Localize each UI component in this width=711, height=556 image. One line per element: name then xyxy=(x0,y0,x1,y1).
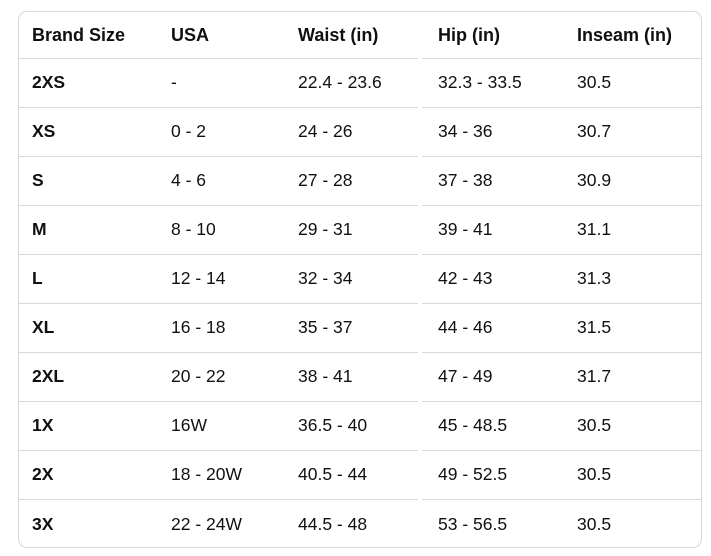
row-group-right: 47 - 49 31.7 xyxy=(422,353,701,402)
row-group-right: 53 - 56.5 30.5 xyxy=(422,500,701,547)
row-group-right: 34 - 36 30.7 xyxy=(422,108,701,157)
row-group-left: S 4 - 6 27 - 28 xyxy=(19,157,418,206)
brand-size-cell: M xyxy=(32,219,47,240)
brand-size-cell: L xyxy=(32,268,43,289)
hip-cell: 34 - 36 xyxy=(438,121,493,142)
waist-cell: 32 - 34 xyxy=(298,268,353,289)
waist-cell: 24 - 26 xyxy=(298,121,353,142)
row-group-left: L 12 - 14 32 - 34 xyxy=(19,255,418,304)
brand-size-cell: XL xyxy=(32,317,55,338)
inseam-cell: 30.5 xyxy=(577,72,612,93)
brand-size-cell: S xyxy=(32,170,44,191)
table-row-l: L 12 - 14 32 - 34 42 - 43 31.3 xyxy=(19,255,701,304)
table-row-xs: XS 0 - 2 24 - 26 34 - 36 30.7 xyxy=(19,108,701,157)
row-group-left: 3X 22 - 24W 44.5 - 48 xyxy=(19,500,418,547)
waist-cell: 38 - 41 xyxy=(298,366,353,387)
hip-cell: 39 - 41 xyxy=(438,219,493,240)
row-group-right: 44 - 46 31.5 xyxy=(422,304,701,353)
row-group-right: 37 - 38 30.9 xyxy=(422,157,701,206)
inseam-cell: 30.9 xyxy=(577,170,612,191)
inseam-cell: 30.5 xyxy=(577,513,612,534)
waist-cell: 22.4 - 23.6 xyxy=(298,72,382,93)
table-row-s: S 4 - 6 27 - 28 37 - 38 30.9 xyxy=(19,157,701,206)
usa-cell: 8 - 10 xyxy=(171,219,216,240)
table-header-row: Brand Size USA Waist (in) Hip (in) Insea… xyxy=(19,12,701,59)
row-group-left: 1X 16W 36.5 - 40 xyxy=(19,402,418,451)
row-group-right: 32.3 - 33.5 30.5 xyxy=(422,59,701,108)
table-row-2x: 2X 18 - 20W 40.5 - 44 49 - 52.5 30.5 xyxy=(19,451,701,500)
row-group-right: 49 - 52.5 30.5 xyxy=(422,451,701,500)
usa-cell: 20 - 22 xyxy=(171,366,226,387)
row-group-right: 42 - 43 31.3 xyxy=(422,255,701,304)
inseam-cell: 31.1 xyxy=(577,219,612,240)
header-group-right: Hip (in) Inseam (in) xyxy=(422,12,701,59)
hip-cell: 47 - 49 xyxy=(438,366,493,387)
row-group-right: 39 - 41 31.1 xyxy=(422,206,701,255)
brand-size-cell: 2XS xyxy=(32,72,66,93)
inseam-cell: 30.5 xyxy=(577,415,612,436)
row-group-left: 2XL 20 - 22 38 - 41 xyxy=(19,353,418,402)
table-row-3x: 3X 22 - 24W 44.5 - 48 53 - 56.5 30.5 xyxy=(19,500,701,547)
hip-cell: 53 - 56.5 xyxy=(438,513,508,534)
usa-cell: 16W xyxy=(171,415,207,436)
inseam-cell: 31.3 xyxy=(577,268,612,289)
row-group-left: XS 0 - 2 24 - 26 xyxy=(19,108,418,157)
table-row-2xl: 2XL 20 - 22 38 - 41 47 - 49 31.7 xyxy=(19,353,701,402)
inseam-cell: 31.5 xyxy=(577,317,612,338)
inseam-cell: 31.7 xyxy=(577,366,612,387)
brand-size-cell: 3X xyxy=(32,513,54,534)
inseam-cell: 30.7 xyxy=(577,121,612,142)
table-row-1x: 1X 16W 36.5 - 40 45 - 48.5 30.5 xyxy=(19,402,701,451)
table-row-2xs: 2XS - 22.4 - 23.6 32.3 - 33.5 30.5 xyxy=(19,59,701,108)
usa-cell: 22 - 24W xyxy=(171,513,242,534)
brand-size-cell: 1X xyxy=(32,415,54,436)
usa-cell: - xyxy=(171,72,177,93)
usa-cell: 16 - 18 xyxy=(171,317,226,338)
hip-cell: 37 - 38 xyxy=(438,170,493,191)
usa-cell: 12 - 14 xyxy=(171,268,226,289)
row-group-left: XL 16 - 18 35 - 37 xyxy=(19,304,418,353)
column-header-waist: Waist (in) xyxy=(298,25,379,45)
usa-cell: 4 - 6 xyxy=(171,170,207,191)
hip-cell: 49 - 52.5 xyxy=(438,464,508,485)
waist-cell: 40.5 - 44 xyxy=(298,464,368,485)
row-group-left: M 8 - 10 29 - 31 xyxy=(19,206,418,255)
row-group-left: 2XS - 22.4 - 23.6 xyxy=(19,59,418,108)
brand-size-cell: 2X xyxy=(32,464,54,485)
waist-cell: 27 - 28 xyxy=(298,170,353,191)
header-group-left: Brand Size USA Waist (in) xyxy=(19,12,418,59)
usa-cell: 18 - 20W xyxy=(171,464,242,485)
waist-cell: 44.5 - 48 xyxy=(298,513,368,534)
row-group-right: 45 - 48.5 30.5 xyxy=(422,402,701,451)
table-row-xl: XL 16 - 18 35 - 37 44 - 46 31.5 xyxy=(19,304,701,353)
column-header-hip: Hip (in) xyxy=(438,25,500,45)
hip-cell: 32.3 - 33.5 xyxy=(438,72,522,93)
column-header-usa: USA xyxy=(171,25,210,45)
usa-cell: 0 - 2 xyxy=(171,121,207,142)
waist-cell: 36.5 - 40 xyxy=(298,415,368,436)
hip-cell: 45 - 48.5 xyxy=(438,415,508,436)
waist-cell: 35 - 37 xyxy=(298,317,353,338)
hip-cell: 44 - 46 xyxy=(438,317,493,338)
row-group-left: 2X 18 - 20W 40.5 - 44 xyxy=(19,451,418,500)
column-header-brand-size: Brand Size xyxy=(32,25,126,45)
waist-cell: 29 - 31 xyxy=(298,219,353,240)
inseam-cell: 30.5 xyxy=(577,464,612,485)
column-header-inseam: Inseam (in) xyxy=(577,25,673,45)
table-row-m: M 8 - 10 29 - 31 39 - 41 31.1 xyxy=(19,206,701,255)
hip-cell: 42 - 43 xyxy=(438,268,493,289)
brand-size-cell: XS xyxy=(32,121,56,142)
size-chart-table: Brand Size USA Waist (in) Hip (in) Insea… xyxy=(18,11,702,548)
brand-size-cell: 2XL xyxy=(32,366,65,387)
